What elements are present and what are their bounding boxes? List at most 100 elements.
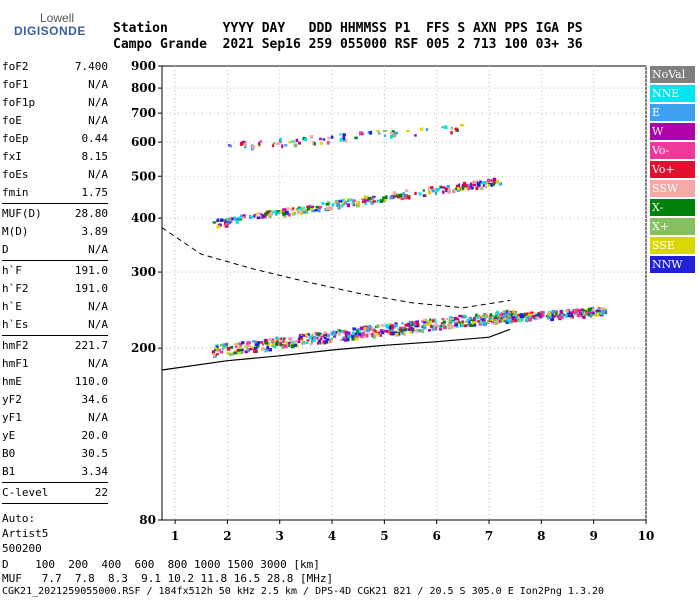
echo-point: [370, 197, 373, 200]
echo-point: [218, 223, 222, 227]
echo-point: [467, 186, 471, 191]
echo-point: [602, 307, 606, 311]
echo-point: [469, 323, 474, 327]
echo-point: [356, 329, 360, 334]
echo-point: [434, 323, 438, 327]
echo-point: [422, 321, 427, 324]
echo-point: [254, 343, 259, 347]
echo-point: [372, 334, 376, 339]
echo-point: [356, 201, 360, 205]
echo-point: [283, 344, 288, 349]
echo-point: [365, 199, 369, 202]
echo-point: [291, 212, 294, 215]
echo-point: [239, 142, 243, 146]
echo-point: [470, 318, 473, 322]
echo-point: [264, 348, 268, 353]
echo-point: [427, 186, 430, 190]
x-tick-label: 8: [537, 529, 545, 543]
echo-point: [344, 330, 348, 335]
echo-point: [592, 312, 596, 316]
echo-point: [293, 143, 298, 148]
echo-point: [520, 317, 524, 322]
logo-line2: DIGISONDE: [14, 24, 86, 38]
echo-point: [515, 315, 518, 320]
echo-point: [290, 140, 295, 143]
param-label: foEs: [2, 168, 29, 181]
echo-point: [330, 135, 334, 139]
echo-point: [482, 183, 486, 187]
echo-point: [228, 218, 231, 222]
echo-point: [415, 325, 419, 328]
echo-point: [446, 184, 450, 189]
legend-item: NoVal: [650, 66, 695, 83]
param-value: 221.7: [74, 339, 108, 352]
echo-point: [315, 207, 319, 210]
echo-point: [279, 337, 283, 341]
echo-point: [306, 339, 310, 342]
param-label: B0: [2, 447, 16, 460]
echo-point: [528, 313, 532, 316]
param-label: foF1: [2, 78, 29, 91]
header-labels: Station YYYY DAY DDD HHMMSS P1 FFS S AXN…: [113, 21, 583, 36]
echo-point: [448, 321, 451, 325]
echo-point: [221, 348, 224, 351]
param-row: C-level 22: [2, 484, 108, 502]
param-label: h`F: [2, 264, 22, 277]
echo-point: [359, 131, 363, 136]
echo-point: [473, 316, 476, 320]
echo-point: [226, 217, 230, 222]
profile-solid-line: [161, 328, 511, 371]
echo-point: [406, 322, 411, 327]
echo-point: [264, 212, 268, 216]
echo-point: [487, 179, 491, 183]
echo-point: [323, 336, 327, 340]
echo-point: [425, 128, 429, 132]
param-divider: [2, 503, 108, 504]
echo-point: [272, 210, 277, 214]
echo-point: [268, 215, 272, 219]
echo-point: [342, 330, 347, 334]
echo-point: [385, 323, 389, 328]
echo-point: [427, 329, 431, 332]
echo-point: [285, 341, 289, 345]
echo-point: [266, 342, 271, 346]
echo-point: [440, 322, 444, 325]
echo-point: [290, 344, 294, 348]
echo-point: [412, 321, 416, 325]
echo-point: [342, 337, 345, 341]
legend-item: Vo+: [650, 161, 695, 178]
echo-point: [354, 334, 359, 338]
echo-point: [479, 180, 482, 183]
param-row: MUF(D) 28.80: [2, 205, 108, 223]
echo-point: [451, 320, 455, 323]
echo-point: [365, 328, 370, 333]
echo-point: [439, 185, 442, 189]
echo-point: [316, 337, 319, 340]
echo-point: [295, 138, 299, 143]
echo-point: [425, 322, 430, 326]
echo-point: [229, 353, 232, 357]
param-row: D N/A: [2, 241, 108, 259]
x-tick-label: 6: [433, 529, 441, 543]
echo-point: [351, 337, 355, 341]
echo-point: [251, 145, 256, 149]
echo-point: [370, 201, 374, 205]
echo-point: [436, 324, 439, 328]
echo-point: [429, 186, 434, 189]
echo-point: [431, 328, 436, 332]
echo-point: [380, 324, 385, 327]
param-value: N/A: [88, 168, 108, 181]
echo-point: [419, 329, 423, 333]
echo-point: [408, 196, 411, 200]
echo-point: [526, 318, 531, 322]
echo-point: [521, 314, 525, 319]
echo-point: [297, 337, 301, 340]
echo-point: [271, 344, 274, 348]
param-divider: [2, 203, 108, 204]
echo-point: [439, 324, 443, 328]
echo-point: [216, 353, 219, 356]
echo-point: [274, 213, 278, 216]
echo-point: [259, 213, 263, 216]
echo-point: [590, 307, 593, 310]
echo-point: [486, 320, 490, 325]
